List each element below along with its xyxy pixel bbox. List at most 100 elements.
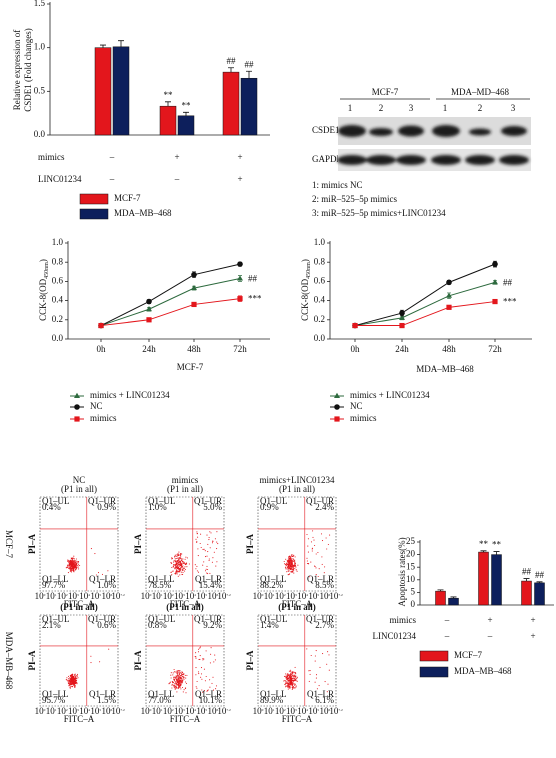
event-dot	[207, 568, 209, 571]
event-dot	[178, 672, 181, 674]
tick-base: 10	[196, 591, 206, 601]
event-dot	[196, 533, 198, 535]
event-dot	[208, 537, 210, 539]
event-dot	[292, 558, 294, 560]
quadrant-name: Q1–LL	[42, 689, 69, 699]
event-dot	[90, 548, 92, 550]
quadrant-value: 89.9%	[260, 695, 284, 705]
quadrant-name: Q1–UL	[42, 496, 70, 506]
tick-exponent: 5	[99, 593, 101, 597]
tick-exponent: 0	[44, 708, 46, 712]
event-dots	[168, 646, 218, 694]
event-dot	[293, 569, 295, 571]
event-dot	[73, 560, 75, 562]
event-dot	[289, 676, 291, 678]
event-dot	[180, 564, 182, 566]
x-tick-label: 105	[308, 706, 319, 716]
event-dot	[315, 567, 317, 569]
event-dot	[321, 556, 323, 558]
event-dot	[307, 551, 309, 553]
event-dot	[173, 680, 176, 682]
tick-base: 10	[163, 591, 173, 601]
treatment-mark: +	[174, 152, 179, 162]
y-axis-label-part: CCK-8(OD	[300, 278, 310, 320]
event-dot	[289, 674, 291, 676]
tick-base: 10	[46, 706, 56, 716]
x-tick-label: 104	[79, 706, 90, 716]
event-dot	[289, 681, 291, 684]
event-dot	[178, 568, 180, 571]
tick-base: 10	[286, 706, 296, 716]
event-dot	[183, 567, 185, 569]
event-dot	[75, 568, 78, 570]
tick-exponent: 7.2	[338, 593, 343, 597]
event-dot	[287, 569, 289, 571]
tick-exponent: 1	[55, 593, 57, 597]
y-tick-label: 1.0	[34, 42, 46, 52]
event-dot	[296, 677, 298, 679]
panel-label: MCF-7	[177, 362, 204, 372]
x-tick-label: 106	[319, 706, 330, 716]
event-dot	[174, 573, 176, 575]
event-dot	[318, 685, 320, 687]
event-dot	[94, 553, 96, 555]
event-dot	[178, 675, 180, 677]
tick-base: 10	[46, 591, 56, 601]
event-dot	[289, 684, 291, 686]
event-dot	[67, 559, 69, 561]
significance-label: ##	[503, 277, 513, 287]
quadrant-value: 15.4%	[199, 580, 223, 590]
event-dot	[71, 564, 73, 566]
event-dot	[177, 675, 179, 677]
event-dot	[202, 657, 204, 660]
blot-legend: 3: miR–525–5p mimics+LINC01234	[312, 208, 446, 218]
event-dot	[180, 559, 182, 562]
event-dot	[308, 670, 310, 672]
x-tick-label: 106	[319, 591, 330, 601]
event-dot	[182, 573, 184, 576]
event-dot	[74, 568, 76, 570]
event-dot	[77, 565, 79, 567]
event-dot	[180, 683, 182, 685]
blot-group-label: MDA–MD–468	[451, 87, 510, 97]
event-dot	[67, 572, 69, 574]
event-dot	[215, 565, 217, 567]
event-dot	[287, 574, 289, 576]
event-dot	[90, 655, 92, 657]
quadrant-value: 0.4%	[42, 502, 61, 512]
legend-marker	[74, 404, 80, 410]
error-bar	[536, 581, 543, 583]
event-dot	[180, 553, 182, 556]
legend-label: mimics	[90, 413, 117, 423]
quadrant-name: Q1–UR	[194, 496, 222, 506]
significance-label: ##	[248, 274, 258, 284]
blot-bands	[337, 125, 529, 165]
event-dot	[204, 570, 207, 572]
event-dot	[284, 566, 287, 568]
event-dot	[207, 573, 209, 575]
event-dot	[175, 568, 177, 570]
event-dot	[177, 567, 179, 569]
event-dot	[178, 560, 180, 562]
event-dot	[172, 684, 174, 687]
tick-base: 10	[264, 591, 274, 601]
event-dot	[90, 662, 92, 664]
event-dot	[310, 541, 313, 543]
event-dot	[320, 533, 323, 535]
event-dot	[317, 551, 319, 554]
event-dot	[170, 571, 172, 573]
event-dot	[69, 569, 71, 572]
y-axis-label: PI–A	[133, 650, 143, 671]
y-tick-label: 0.5	[34, 85, 46, 95]
event-dot	[180, 556, 182, 558]
quadrant-value: 0.6%	[97, 620, 116, 630]
event-dot	[77, 564, 79, 566]
plot-title: (P1 in all)	[61, 484, 97, 494]
x-tick-label: 107.2	[217, 706, 231, 716]
x-tick-label: 103	[174, 706, 185, 716]
event-dot	[285, 685, 287, 687]
event-dot	[314, 655, 316, 657]
event-dot	[177, 566, 180, 568]
event-dot	[294, 565, 296, 567]
event-dot	[198, 648, 200, 650]
